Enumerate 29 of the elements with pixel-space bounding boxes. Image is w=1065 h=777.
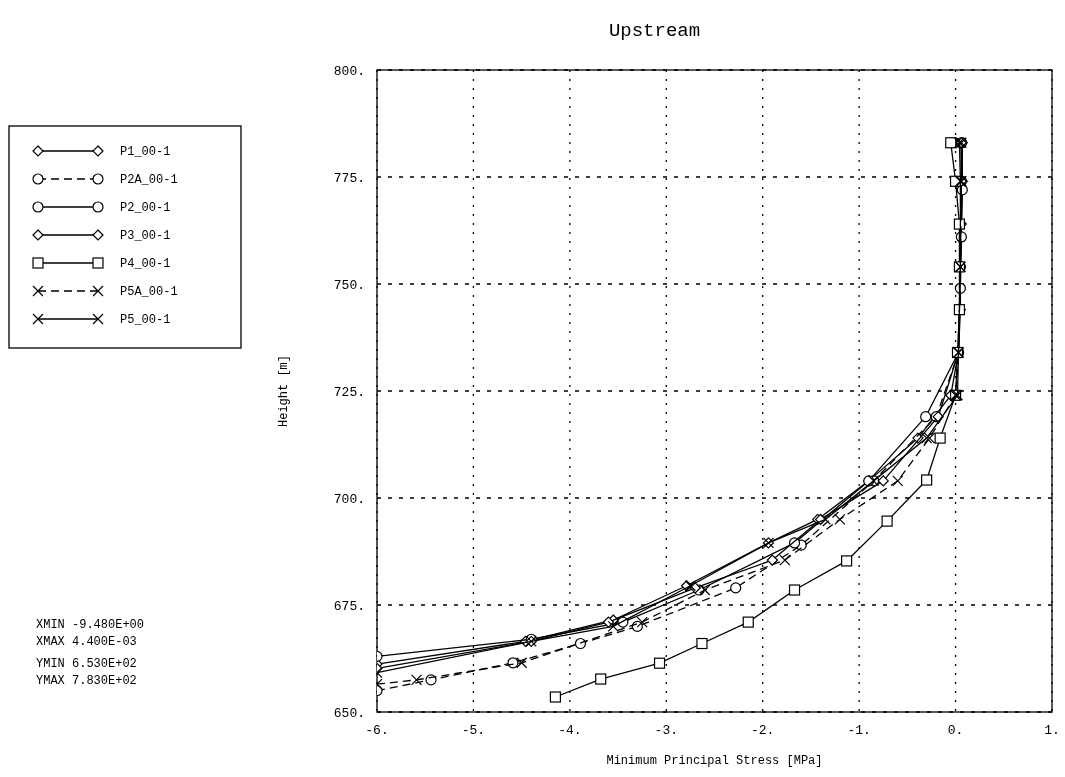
y-tick-label: 650. bbox=[333, 706, 365, 721]
text: XMIN -9.480E+00 bbox=[36, 618, 145, 632]
legend-label: P2_00-1 bbox=[120, 201, 171, 215]
x-tick-label: -3. bbox=[654, 723, 678, 738]
legend-label: P2A_00-1 bbox=[120, 173, 178, 187]
legend-label: P1_00-1 bbox=[120, 145, 171, 159]
y-tick-label: 725. bbox=[333, 385, 365, 400]
y-tick-label: 700. bbox=[333, 492, 365, 507]
text: XMAX 4.400E-03 bbox=[36, 635, 137, 649]
y-tick-label: 800. bbox=[333, 64, 365, 79]
text: YMAX 7.830E+02 bbox=[36, 674, 137, 688]
legend-label: P5_00-1 bbox=[120, 313, 171, 327]
x-tick-label: 1. bbox=[1044, 723, 1060, 738]
text: YMIN 6.530E+02 bbox=[36, 657, 137, 671]
x-axis-title: Minimum Principal Stress [MPa] bbox=[606, 754, 823, 768]
x-tick-label: -4. bbox=[558, 723, 582, 738]
legend-label: P5A_00-1 bbox=[120, 285, 178, 299]
x-tick-label: -5. bbox=[461, 723, 486, 738]
legend-label: P4_00-1 bbox=[120, 257, 171, 271]
y-tick-label: 750. bbox=[333, 278, 365, 293]
legend-label: P3_00-1 bbox=[120, 229, 171, 243]
x-tick-label: -1. bbox=[847, 723, 871, 738]
y-tick-label: 675. bbox=[333, 599, 365, 614]
x-tick-label: -2. bbox=[751, 723, 775, 738]
x-tick-label: -6. bbox=[365, 723, 389, 738]
x-tick-label: 0. bbox=[947, 723, 964, 738]
y-axis-title: Height [m] bbox=[277, 354, 291, 428]
chart-title: Upstream bbox=[608, 20, 701, 42]
y-tick-label: 775. bbox=[333, 171, 365, 186]
